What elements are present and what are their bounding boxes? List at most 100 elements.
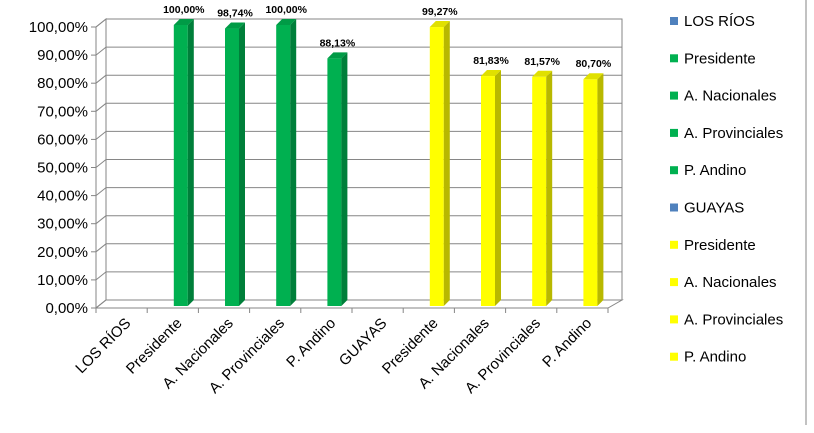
y-tick-label: 20,00%: [37, 244, 88, 261]
bar: [173, 19, 194, 306]
bar-side: [495, 70, 501, 306]
y-tick-label: 0,00%: [45, 300, 88, 317]
bar: [532, 70, 553, 306]
bar-side: [546, 70, 553, 306]
gridline-side: [95, 18, 107, 28]
legend-label: P. Andino: [684, 162, 746, 179]
y-tick-label: 30,00%: [37, 216, 88, 233]
legend-label: A. Nacionales: [684, 274, 777, 291]
gridline-side: [95, 102, 107, 112]
bar-top: [225, 22, 245, 29]
bar: [583, 73, 604, 306]
bar-top: [532, 70, 553, 77]
bar-side: [239, 22, 245, 307]
bar-front: [429, 27, 444, 306]
y-tick-label: 10,00%: [37, 272, 88, 289]
legend-swatch: [670, 203, 678, 212]
bar-front: [481, 76, 495, 306]
bar-top: [327, 52, 348, 59]
data-label: 81,57%: [524, 56, 560, 68]
bar-front: [276, 25, 291, 306]
legend-label: Presidente: [684, 50, 756, 67]
bar-front: [327, 58, 342, 306]
legend-swatch: [670, 91, 678, 100]
gridline-side: [95, 187, 107, 196]
legend-entry: A. Nacionales: [670, 88, 777, 105]
x-tick-label: P. Andino: [539, 315, 595, 371]
bar-side: [187, 19, 194, 306]
bar-top: [481, 70, 501, 77]
gridline-side: [95, 74, 107, 84]
gridline-side: [95, 299, 107, 309]
bar-side: [341, 52, 348, 306]
legend-entry: P. Andino: [670, 349, 746, 366]
bar-side: [597, 73, 604, 306]
legend-entry: A. Nacionales: [670, 274, 777, 291]
bar-side: [290, 19, 297, 306]
bar-front: [225, 28, 239, 307]
gridline-side: [95, 159, 107, 168]
gridline-side: [95, 46, 107, 56]
data-labels: 100,00% 98,74% 100,00% 88,13% 99,27% 81,83% 81…: [163, 4, 612, 70]
bar: [225, 22, 245, 307]
legend-label: GUAYAS: [684, 200, 744, 217]
axes: [91, 26, 609, 313]
legend-entry: Presidente: [670, 50, 756, 67]
legend-entry: GUAYAS: [670, 200, 744, 217]
legend-label: Presidente: [684, 237, 756, 254]
legend: LOS RÍOS Presidente A. Nacionales A. Provin…: [670, 13, 783, 366]
legend-swatch: [670, 54, 678, 63]
bar-top: [429, 21, 450, 28]
data-label: 98,74%: [217, 8, 253, 20]
y-tick-label: 50,00%: [37, 160, 88, 177]
legend-label: A. Provinciales: [684, 311, 783, 328]
bar-front: [532, 76, 547, 306]
legend-entry: LOS RÍOS: [670, 13, 755, 30]
data-label: 80,70%: [576, 58, 612, 70]
legend-swatch: [670, 240, 678, 249]
bar: [276, 19, 297, 306]
legend-entry: P. Andino: [670, 162, 746, 179]
bar-top: [583, 73, 604, 80]
legend-label: P. Andino: [684, 349, 746, 366]
bar: [481, 70, 501, 306]
y-tick-label: 70,00%: [37, 103, 88, 120]
data-label: 100,00%: [163, 4, 205, 16]
legend-entry: Presidente: [670, 237, 756, 254]
gridline-side: [95, 131, 107, 140]
y-tick-label: 80,00%: [37, 75, 88, 92]
gridline-side: [95, 215, 107, 225]
bar: [429, 21, 450, 306]
legend-label: LOS RÍOS: [684, 13, 755, 30]
legend-label: A. Nacionales: [684, 88, 777, 105]
legend-swatch: [670, 17, 678, 25]
data-label: 99,27%: [422, 6, 458, 18]
bar-top: [276, 19, 297, 25]
legend-swatch: [670, 352, 678, 361]
legend-swatch: [670, 128, 678, 137]
legend-swatch: [670, 278, 678, 287]
legend-entry: A. Provinciales: [670, 311, 783, 328]
bar: [327, 52, 348, 306]
data-label: 81,83%: [473, 55, 509, 67]
gridline-side: [95, 271, 107, 281]
x-tick-label: P. Andino: [283, 315, 339, 371]
bar-front: [173, 25, 188, 306]
y-tick-labels: 0,00% 10,00% 20,00% 30,00% 40,00% 50,00% 60,00…: [29, 19, 88, 317]
bar-top: [173, 19, 194, 25]
bars: [173, 19, 604, 307]
data-label: 88,13%: [320, 37, 356, 49]
bar-front: [583, 79, 598, 306]
gridline-side: [95, 243, 107, 253]
y-tick-label: 100,00%: [29, 19, 88, 36]
legend-entry: A. Provinciales: [670, 125, 783, 142]
data-label: 100,00%: [265, 4, 307, 16]
y-tick-label: 60,00%: [37, 131, 88, 148]
legend-swatch: [670, 166, 678, 175]
legend-swatch: [670, 315, 678, 324]
y-tick-label: 40,00%: [37, 188, 88, 205]
bar-side: [443, 21, 450, 306]
